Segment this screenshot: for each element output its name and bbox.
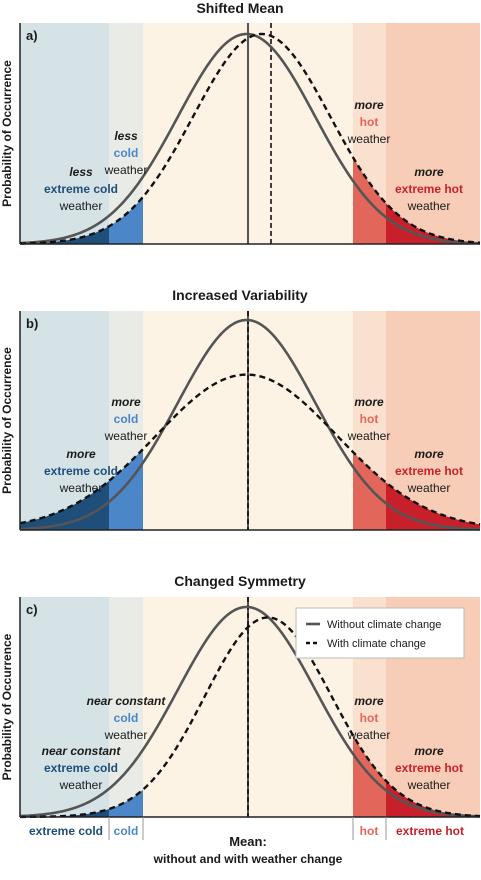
annotation-line: more xyxy=(354,694,384,708)
cold-band xyxy=(109,597,143,817)
annotation-line: weather xyxy=(407,481,451,495)
annotation-line: extreme hot xyxy=(395,464,463,478)
panel-2: Increased Variability Probability of Occu… xyxy=(0,287,481,531)
x-axis-mean-sublabel: without and with weather change xyxy=(153,852,343,866)
annotation-line: more xyxy=(414,744,444,758)
annotation-hot: more hot weather xyxy=(347,98,391,146)
annotation-line: near constant xyxy=(87,694,167,708)
annotation-line: cold xyxy=(114,412,139,426)
annotation-line: less xyxy=(69,165,93,179)
panel-title: Changed Symmetry xyxy=(174,573,306,589)
annotation-line: weather xyxy=(407,778,451,792)
annotation-line: more xyxy=(66,447,96,461)
extreme-hot-band xyxy=(386,23,480,244)
series-line-with xyxy=(19,616,481,819)
annotation-line: weather xyxy=(59,481,103,495)
x-region-label: cold xyxy=(114,824,139,838)
annotation-line: weather xyxy=(347,132,391,146)
annotation-line: cold xyxy=(114,711,139,725)
x-axis-region-labels: extreme cold cold hot extreme hot Mean: witho… xyxy=(29,817,464,866)
annotation-line: more xyxy=(354,98,384,112)
annotation-line: less xyxy=(114,129,138,143)
series-line-without xyxy=(19,32,481,245)
annotation-line: extreme hot xyxy=(395,761,463,775)
annotation-line: hot xyxy=(360,115,379,129)
annotation-cold: near constant cold weather xyxy=(87,694,167,742)
cold-tail-area xyxy=(109,789,143,817)
annotation-line: weather xyxy=(347,429,391,443)
extreme-cold-band xyxy=(20,23,109,244)
legend-box xyxy=(295,607,465,659)
series-line-without xyxy=(19,605,481,818)
annotation-line: weather xyxy=(347,728,391,742)
annotation-line: weather xyxy=(59,199,103,213)
panel-letter: c) xyxy=(26,602,38,617)
extreme-cold-band xyxy=(20,597,109,817)
panel-3: Changed Symmetry Probability of Occurrenc… xyxy=(0,573,481,819)
extreme-cold-tail-area xyxy=(20,226,109,244)
annotation-line: extreme cold xyxy=(44,761,118,775)
y-axis-label: Probability of Occurrence xyxy=(0,347,14,494)
annotation-line: hot xyxy=(360,711,379,725)
x-axis-mean-label: Mean: xyxy=(229,834,267,849)
hot-tail-area xyxy=(353,452,386,530)
extreme-cold-tail-area xyxy=(20,480,109,530)
annotation-line: weather xyxy=(407,199,451,213)
annotation-hot: more hot weather xyxy=(347,395,391,443)
annotation-hot: more hot weather xyxy=(347,694,391,742)
extreme-hot-tail-area xyxy=(386,780,480,817)
legend: Without climate change With climate chang… xyxy=(295,607,465,659)
cold-tail-area xyxy=(109,196,143,244)
annotation-extreme-cold: less extreme cold weather xyxy=(44,165,118,213)
panel-letter: a) xyxy=(26,28,38,43)
annotation-line: more xyxy=(414,447,444,461)
annotation-line: extreme hot xyxy=(395,182,463,196)
panel-title: Shifted Mean xyxy=(196,0,283,16)
x-region-label: extreme hot xyxy=(396,824,464,838)
annotation-extreme-hot: more extreme hot weather xyxy=(395,165,463,213)
extreme-hot-band xyxy=(386,311,480,530)
series-line-with xyxy=(19,32,481,245)
panel-title: Increased Variability xyxy=(172,287,308,303)
annotation-line: cold xyxy=(114,146,139,160)
annotation-extreme-hot: more extreme hot weather xyxy=(395,447,463,495)
annotation-line: more xyxy=(414,165,444,179)
annotation-line: weather xyxy=(59,778,103,792)
annotation-line: weather xyxy=(104,728,148,742)
annotation-line: weather xyxy=(104,163,148,177)
annotation-extreme-cold: more extreme cold weather xyxy=(44,447,118,495)
cold-tail-area xyxy=(109,449,143,530)
y-axis-label: Probability of Occurrence xyxy=(0,633,14,780)
annotation-cold: less cold weather xyxy=(104,129,148,177)
annotation-extreme-cold: near constant extreme cold weather xyxy=(42,744,122,792)
annotation-line: extreme cold xyxy=(44,182,118,196)
panel-1: Shifted Mean Probability of Occurrence a) l… xyxy=(0,0,481,245)
series-line-without xyxy=(19,318,481,531)
annotation-extreme-hot: more extreme hot weather xyxy=(395,744,463,792)
annotation-cold: more cold weather xyxy=(104,395,148,443)
annotation-line: extreme cold xyxy=(44,464,118,478)
annotation-line: near constant xyxy=(42,744,122,758)
legend-label-without: Without climate change xyxy=(327,619,441,631)
x-region-label: hot xyxy=(360,824,379,838)
annotation-line: hot xyxy=(360,412,379,426)
annotation-line: weather xyxy=(104,429,148,443)
extreme-cold-tail-area xyxy=(20,809,109,817)
annotation-line: more xyxy=(354,395,384,409)
y-axis-label: Probability of Occurrence xyxy=(0,60,14,207)
series-line-with xyxy=(19,373,481,526)
extreme-hot-tail-area xyxy=(386,203,480,244)
x-region-label: extreme cold xyxy=(29,824,103,838)
panel-letter: b) xyxy=(26,316,38,331)
annotation-line: more xyxy=(111,395,141,409)
legend-label-with: With climate change xyxy=(327,638,426,650)
